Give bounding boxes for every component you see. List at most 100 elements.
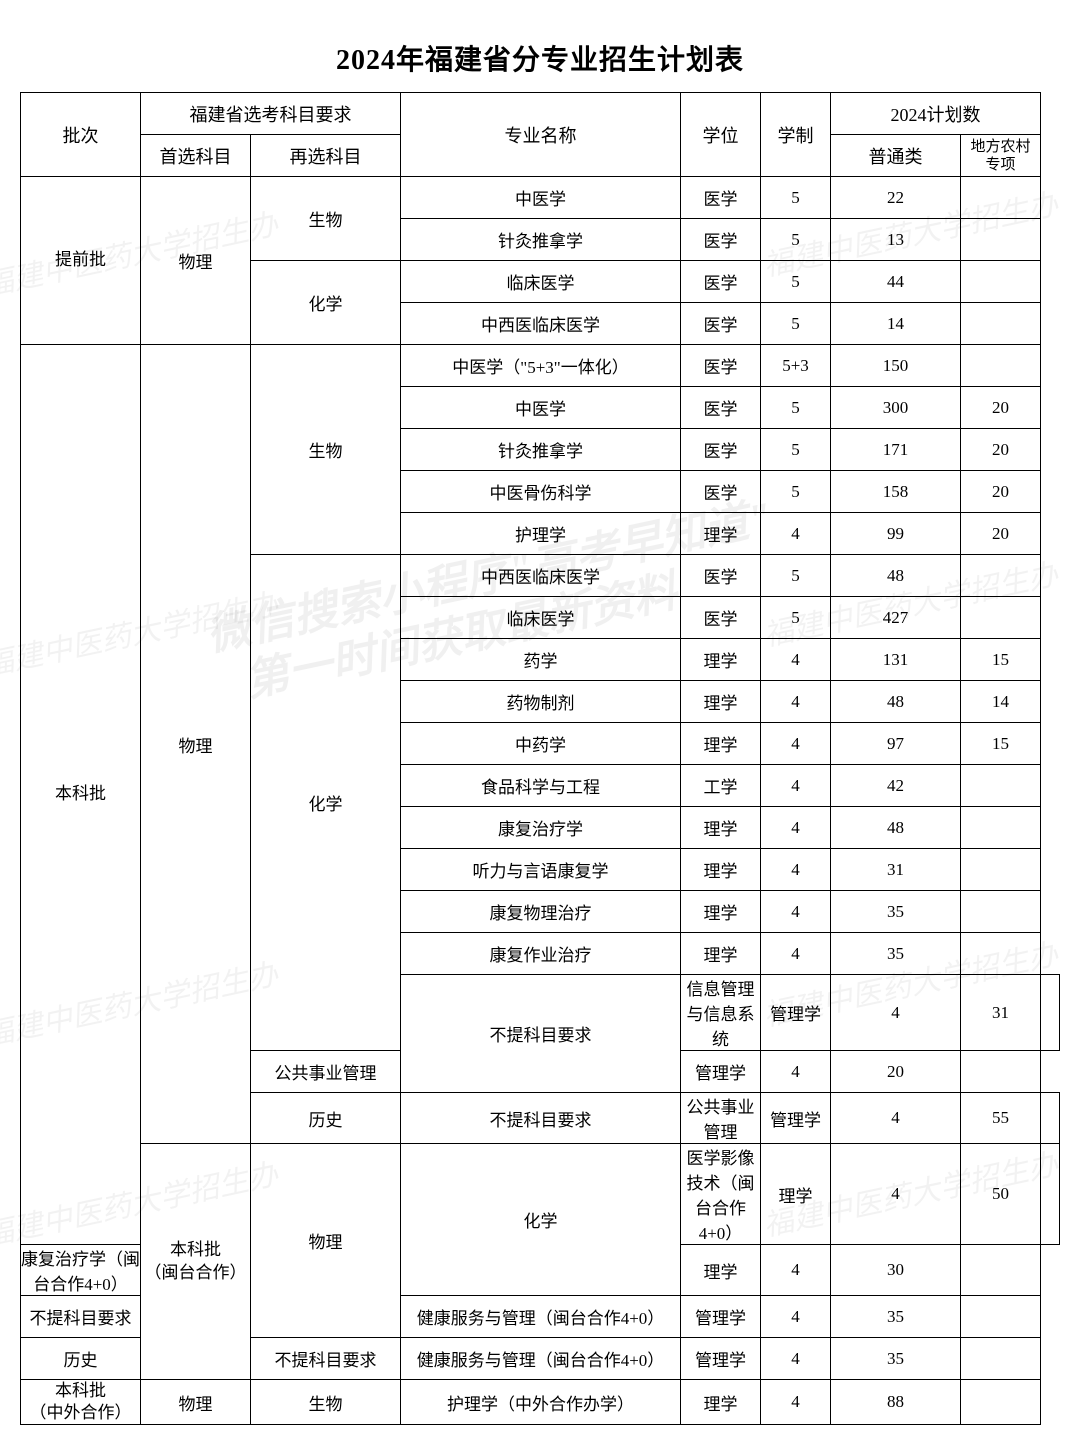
cell-degree: 医学 [681, 597, 761, 639]
header-subject-req: 福建省选考科目要求 [141, 93, 401, 135]
header-secondary: 再选科目 [251, 135, 401, 177]
table-row: 本科批 （闽台合作）物理化学医学影像技术（闽台合作4+0）理学450 [21, 1144, 1060, 1245]
cell-plan-rural [961, 303, 1041, 345]
cell-major: 健康服务与管理（闽台合作4+0） [401, 1296, 681, 1338]
cell-major: 临床医学 [401, 261, 681, 303]
cell-primary-subject: 物理 [141, 1380, 251, 1425]
table-row: 提前批物理生物中医学医学522 [21, 177, 1060, 219]
cell-degree: 理学 [761, 1144, 831, 1245]
cell-major: 康复治疗学 [401, 807, 681, 849]
cell-degree: 理学 [681, 513, 761, 555]
cell-major: 信息管理与信息系统 [681, 975, 761, 1051]
cell-primary-subject: 历史 [21, 1338, 141, 1380]
cell-plan-rural [1041, 1144, 1060, 1245]
cell-duration: 4 [761, 639, 831, 681]
cell-degree: 理学 [681, 639, 761, 681]
header-plan: 2024计划数 [831, 93, 1041, 135]
cell-degree: 医学 [681, 555, 761, 597]
cell-plan-rural [1041, 975, 1060, 1051]
cell-major: 中西医临床医学 [401, 555, 681, 597]
cell-major: 中医学 [401, 177, 681, 219]
cell-batch: 本科批 （中外合作） [21, 1380, 141, 1425]
cell-degree: 医学 [681, 219, 761, 261]
cell-plan-rural [961, 1338, 1041, 1380]
cell-plan-rural [961, 555, 1041, 597]
cell-major: 中医学 [401, 387, 681, 429]
cell-duration: 4 [761, 723, 831, 765]
cell-plan-rural: 20 [961, 513, 1041, 555]
cell-plan-general: 14 [831, 303, 961, 345]
cell-major: 中西医临床医学 [401, 303, 681, 345]
cell-duration: 4 [761, 513, 831, 555]
cell-degree: 理学 [681, 681, 761, 723]
cell-plan-general: 44 [831, 261, 961, 303]
cell-duration: 4 [761, 681, 831, 723]
cell-degree: 理学 [681, 933, 761, 975]
cell-plan-general: 30 [831, 1245, 961, 1296]
cell-major: 康复作业治疗 [401, 933, 681, 975]
cell-batch: 本科批 [21, 345, 141, 1245]
cell-primary-subject: 物理 [141, 177, 251, 345]
cell-major: 食品科学与工程 [401, 765, 681, 807]
cell-major: 医学影像技术（闽台合作4+0） [681, 1144, 761, 1245]
cell-plan-rural [961, 1051, 1041, 1093]
header-major: 专业名称 [401, 93, 681, 177]
cell-duration: 5 [761, 555, 831, 597]
cell-major: 针灸推拿学 [401, 429, 681, 471]
cell-plan-rural [961, 177, 1041, 219]
cell-duration: 4 [761, 807, 831, 849]
cell-major: 护理学 [401, 513, 681, 555]
cell-primary-subject: 历史 [251, 1093, 401, 1144]
cell-duration: 4 [761, 933, 831, 975]
cell-duration: 4 [831, 1093, 961, 1144]
cell-degree: 医学 [681, 429, 761, 471]
cell-degree: 管理学 [681, 1296, 761, 1338]
cell-duration: 4 [761, 1380, 831, 1425]
cell-plan-general: 55 [961, 1093, 1041, 1144]
cell-plan-general: 48 [831, 681, 961, 723]
cell-primary-subject: 物理 [251, 1144, 401, 1338]
cell-plan-general: 20 [831, 1051, 961, 1093]
cell-plan-general: 35 [831, 891, 961, 933]
cell-secondary-subject: 生物 [251, 177, 401, 261]
cell-major: 中药学 [401, 723, 681, 765]
header-degree: 学位 [681, 93, 761, 177]
table-body: 提前批物理生物中医学医学522针灸推拿学医学513化学临床医学医学544中西医临… [21, 177, 1060, 1425]
header-plan-general: 普通类 [831, 135, 961, 177]
cell-duration: 5 [761, 387, 831, 429]
cell-plan-general: 13 [831, 219, 961, 261]
cell-plan-general: 22 [831, 177, 961, 219]
cell-secondary-subject: 不提科目要求 [21, 1296, 141, 1338]
cell-major: 康复物理治疗 [401, 891, 681, 933]
cell-degree: 医学 [681, 387, 761, 429]
cell-plan-general: 31 [961, 975, 1041, 1051]
cell-major: 临床医学 [401, 597, 681, 639]
cell-secondary-subject: 化学 [251, 261, 401, 345]
cell-duration: 5 [761, 471, 831, 513]
header-batch: 批次 [21, 93, 141, 177]
cell-plan-rural: 20 [961, 387, 1041, 429]
cell-duration: 4 [761, 849, 831, 891]
cell-duration: 4 [761, 1245, 831, 1296]
cell-duration: 5 [761, 429, 831, 471]
cell-duration: 5+3 [761, 345, 831, 387]
cell-plan-rural [1041, 1093, 1060, 1144]
cell-degree: 管理学 [761, 1093, 831, 1144]
cell-plan-general: 158 [831, 471, 961, 513]
cell-plan-general: 48 [831, 807, 961, 849]
cell-secondary-subject: 不提科目要求 [401, 975, 681, 1093]
cell-major: 听力与言语康复学 [401, 849, 681, 891]
cell-degree: 理学 [681, 1380, 761, 1425]
cell-duration: 5 [761, 597, 831, 639]
cell-duration: 4 [761, 1338, 831, 1380]
cell-plan-rural: 20 [961, 471, 1041, 513]
cell-plan-rural [961, 219, 1041, 261]
cell-duration: 5 [761, 261, 831, 303]
cell-secondary-subject: 生物 [251, 1380, 401, 1425]
cell-major: 康复治疗学（闽台合作4+0） [21, 1245, 141, 1296]
cell-degree: 理学 [681, 723, 761, 765]
cell-duration: 4 [831, 1144, 961, 1245]
cell-degree: 管理学 [681, 1051, 761, 1093]
cell-plan-rural [961, 765, 1041, 807]
cell-plan-rural [961, 1245, 1041, 1296]
